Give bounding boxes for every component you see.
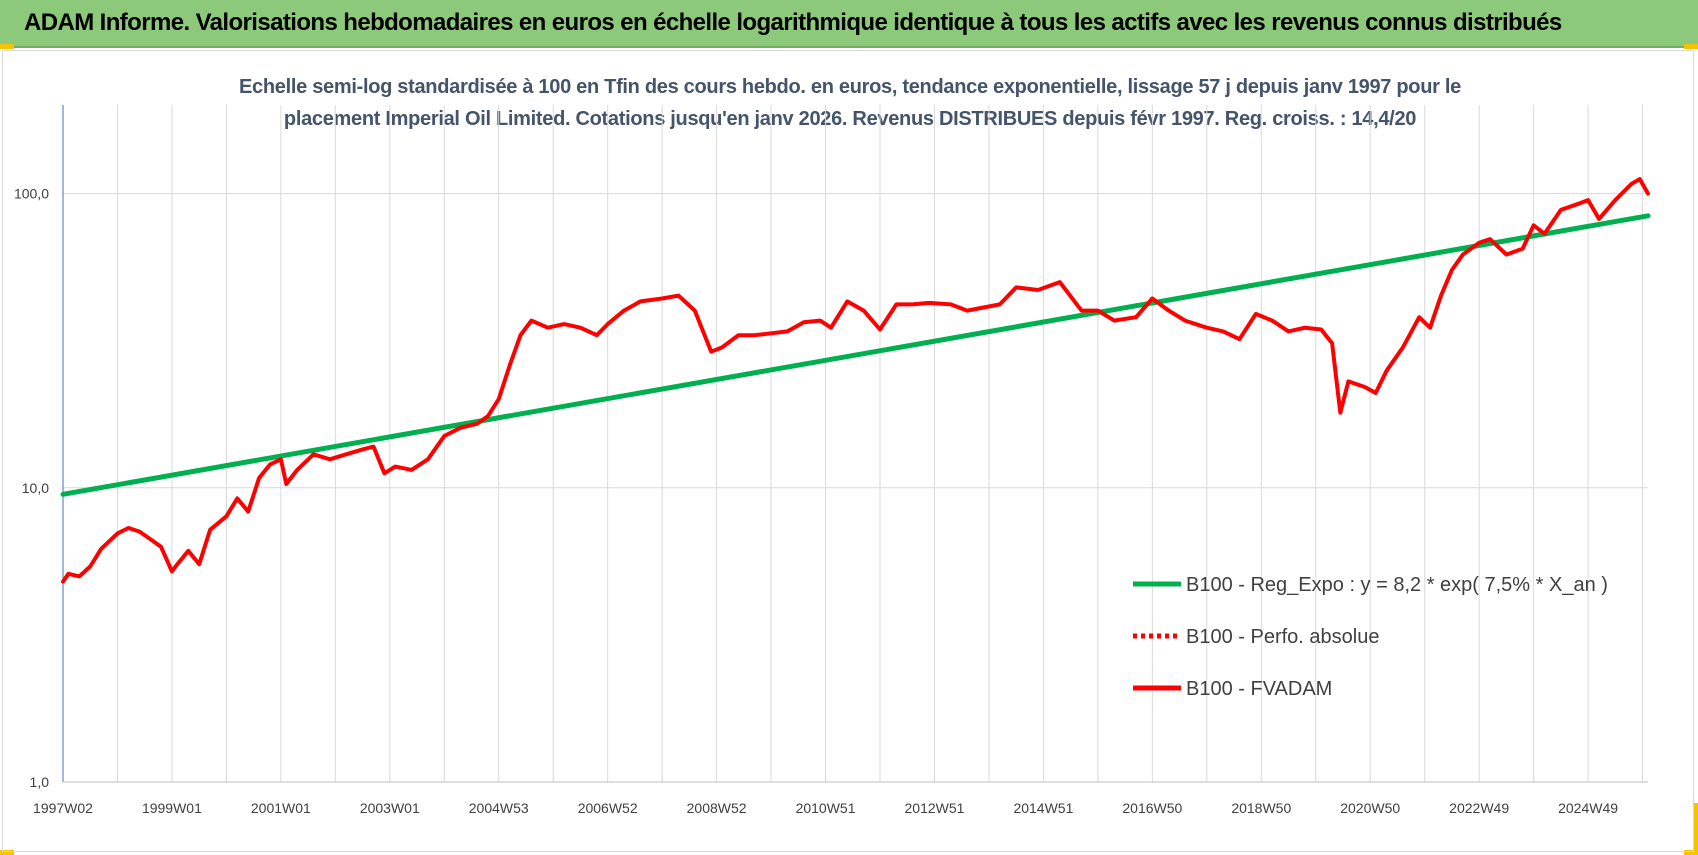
x-tick-label: 2001W01 [251, 800, 311, 816]
corner-mark-top-left [0, 44, 14, 49]
axis-layer: 1,0 10,0 100,0 1997W02 1999W01 2001W01 2003W01… [14, 105, 1648, 816]
chart-frame [2, 50, 1694, 852]
x-tick-label: 1999W01 [142, 800, 202, 816]
corner-mark-bottom-left [0, 850, 14, 855]
corner-mark-bottom-right-v [1693, 803, 1698, 855]
x-tick-label: 2010W51 [796, 800, 856, 816]
x-tick-label: 2008W52 [687, 800, 747, 816]
header-title: ADAM Informe. Valorisations hebdomadaire… [24, 9, 1562, 36]
corner-mark-bottom-right-h [1684, 850, 1698, 855]
x-tick-label: 2020W50 [1340, 800, 1400, 816]
y-tick-label: 1,0 [30, 774, 50, 790]
chart-title-line-2: placement Imperial Oil Limited. Cotation… [283, 108, 1417, 130]
x-tick-label: 2012W51 [905, 800, 965, 816]
x-tick-label: 2006W52 [578, 800, 638, 816]
grid-layer [62, 105, 1648, 783]
series-line-0 [60, 213, 1651, 497]
y-tick-label: 10,0 [22, 480, 49, 496]
header-banner: ADAM Informe. Valorisations hebdomadaire… [0, 0, 1698, 48]
corner-mark-top-right [1684, 44, 1698, 49]
x-tick-label: 2014W51 [1013, 800, 1073, 816]
x-tick-label: 2018W50 [1231, 800, 1291, 816]
x-tick-label: 2003W01 [360, 800, 420, 816]
x-tick-label: 1997W02 [33, 800, 93, 816]
legend-label-1: B100 - Perfo. absolue [1186, 626, 1379, 648]
x-tick-label: 2016W50 [1122, 800, 1182, 816]
legend-label-0: B100 - Reg_Expo : y = 8,2 * exp( 7,5% * … [1186, 574, 1608, 596]
series-line-2 [61, 177, 1650, 584]
y-tick-label: 100,0 [14, 186, 49, 202]
x-tick-label: 2024W49 [1558, 800, 1618, 816]
series-layer [60, 177, 1651, 584]
x-tick-label: 2004W53 [469, 800, 529, 816]
x-tick-label: 2022W49 [1449, 800, 1509, 816]
legend-label-2: B100 - FVADAM [1186, 678, 1332, 700]
chart-title-line-1: Echelle semi-log standardisée à 100 en T… [239, 76, 1461, 98]
legend-layer: B100 - Reg_Expo : y = 8,2 * exp( 7,5% * … [1133, 574, 1608, 700]
